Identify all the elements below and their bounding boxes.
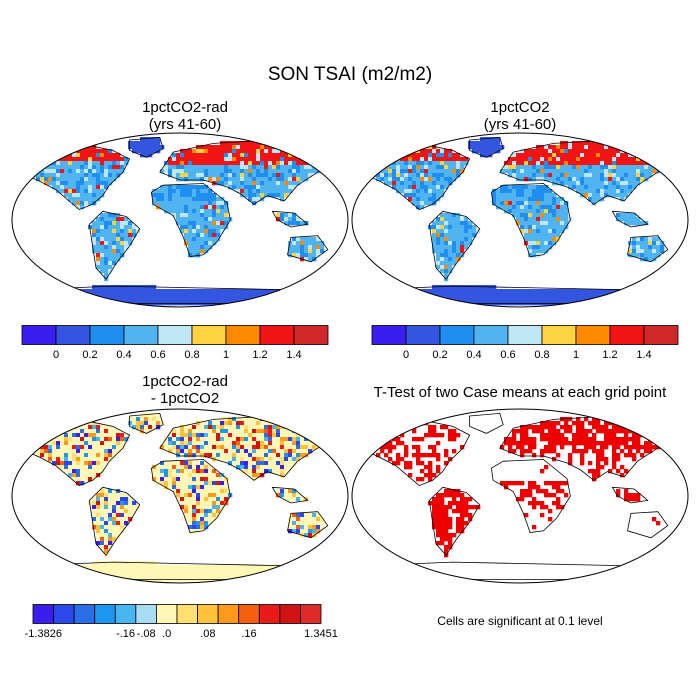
colorbar-swatch: [157, 325, 193, 345]
panel3-title: 1pctCO2-rad - 1pctCO2: [20, 373, 350, 407]
colorbar-swatch: [176, 604, 198, 624]
panel2-title-line1: 1pctCO2: [490, 99, 550, 116]
colorbar-tick-label: 0.8: [184, 349, 200, 361]
panel1-title: 1pctCO2-rad (yrs 41-60): [20, 99, 350, 133]
map1-border: [11, 132, 349, 308]
colorbar-swatch: [217, 604, 240, 624]
colorbar-panel2: [371, 325, 679, 345]
colorbar-swatch: [643, 325, 679, 345]
colorbar-swatch: [123, 325, 159, 345]
map4-border: [351, 408, 689, 584]
colorbar-swatch: [259, 325, 295, 345]
colorbar-tick-label: 0: [52, 349, 60, 361]
colorbar-swatch: [73, 604, 96, 624]
colorbar-swatch: [293, 325, 329, 345]
colorbar-swatch: [197, 604, 219, 624]
colorbar-tick-label: 1: [572, 349, 580, 361]
colorbar-panel1: [21, 325, 329, 345]
colorbar-swatch: [55, 325, 91, 345]
colorbar-tick-label: 1: [222, 349, 230, 361]
colorbar-swatch: [32, 604, 54, 624]
colorbar-tick-label: 1.2: [602, 349, 618, 361]
colorbar-swatch: [279, 604, 301, 624]
colorbar-swatch: [507, 325, 543, 345]
colorbar-tick-label: -.16: [116, 628, 136, 640]
colorbar-swatch: [541, 325, 577, 345]
colorbar-tick-label: 0.2: [432, 349, 448, 361]
colorbar-swatch: [191, 325, 227, 345]
colorbar-tick-label: 0: [402, 349, 410, 361]
figure-title: SON TSAI (m2/m2): [267, 64, 433, 85]
panel3-title-line1: 1pctCO2-rad: [142, 373, 228, 390]
colorbar-swatch: [156, 604, 178, 624]
colorbar-swatch: [439, 325, 475, 345]
colorbar-tick-label: 0.4: [116, 349, 132, 361]
panel1-title-line2: (yrs 41-60): [148, 116, 222, 133]
panel3-title-line2: - 1pctCO2: [150, 390, 220, 407]
panel1-title-line1: 1pctCO2-rad: [142, 99, 228, 116]
colorbar-swatch: [405, 325, 441, 345]
colorbar-tick-label: .08: [200, 628, 216, 640]
panel4-title: T-Test of two Case means at each grid po…: [350, 384, 690, 401]
colorbar-tick-label: -1.3826: [24, 628, 62, 640]
colorbar-tick-label: 0.2: [82, 349, 98, 361]
colorbar-tick-label: -.08: [136, 628, 156, 640]
colorbar-swatch: [21, 325, 57, 345]
colorbar-swatch: [371, 325, 407, 345]
panel2-title-line2: (yrs 41-60): [483, 116, 557, 133]
colorbar-swatch: [94, 604, 116, 624]
colorbar-tick-label: 1.4: [636, 349, 652, 361]
colorbar-swatch: [114, 604, 137, 624]
colorbar-swatch: [609, 325, 645, 345]
colorbar-panel3: [32, 604, 322, 624]
panel4-title-line1: T-Test of two Case means at each grid po…: [373, 384, 667, 401]
colorbar-swatch: [473, 325, 509, 345]
map2-border: [351, 132, 689, 308]
colorbar-tick-label: .16: [241, 628, 257, 640]
colorbar-swatch: [238, 604, 260, 624]
colorbar-tick-label: .0: [162, 628, 172, 640]
colorbar-tick-label: 1.3451: [304, 628, 338, 640]
panel2-title: 1pctCO2 (yrs 41-60): [355, 99, 685, 133]
map4-land: [364, 417, 677, 558]
map3-border: [11, 408, 349, 584]
colorbar-swatch: [53, 604, 75, 624]
colorbar-tick-label: 0.6: [150, 349, 166, 361]
colorbar-swatch: [135, 604, 157, 624]
colorbar-tick-label: 1.4: [286, 349, 302, 361]
colorbar-tick-label: 0.6: [500, 349, 516, 361]
colorbar-tick-label: 0.4: [466, 349, 482, 361]
colorbar-swatch: [300, 604, 322, 624]
colorbar-swatch: [575, 325, 611, 345]
colorbar-tick-label: 1.2: [252, 349, 268, 361]
colorbar-tick-label: 0.8: [534, 349, 550, 361]
colorbar-swatch: [258, 604, 281, 624]
colorbar-swatch: [225, 325, 261, 345]
ttest-note: Cells are significant at 0.1 level: [437, 614, 603, 628]
colorbar-swatch: [89, 325, 125, 345]
